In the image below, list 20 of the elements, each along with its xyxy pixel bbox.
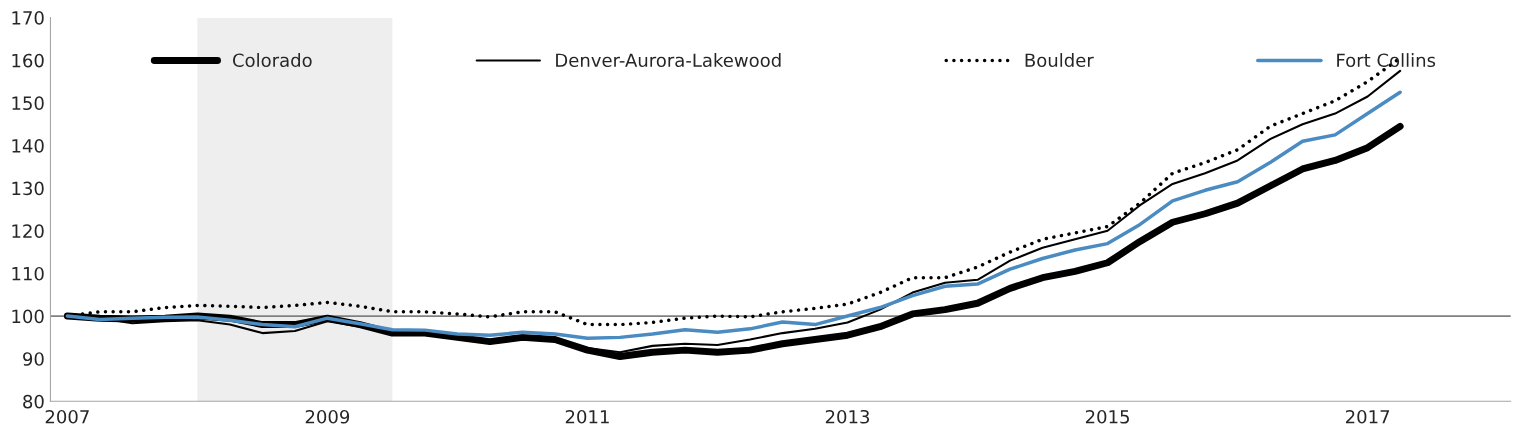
- x-tick-label: 2015: [1085, 409, 1129, 424]
- y-tick-label: 100: [12, 309, 44, 324]
- x-tick-label: 2009: [305, 409, 350, 424]
- legend-label: Boulder: [1025, 53, 1094, 68]
- y-tick-label: 140: [12, 138, 44, 153]
- y-tick-label: 80: [23, 394, 44, 409]
- legend-label: Denver-Aurora-Lakewood: [556, 53, 781, 68]
- x-tick-label: 2007: [45, 409, 89, 424]
- x-tick-label: 2017: [1345, 409, 1390, 424]
- y-tick-label: 150: [12, 96, 44, 111]
- y-tick-label: 160: [12, 53, 44, 68]
- y-tick-label: 170: [12, 11, 44, 25]
- y-tick-label: 120: [12, 224, 44, 238]
- y-tick-label: 90: [23, 352, 44, 366]
- y-tick-label: 110: [12, 266, 44, 281]
- legend-label: Fort Collins: [1337, 53, 1436, 68]
- legend-label: Colorado: [232, 53, 312, 68]
- x-tick-label: 2013: [825, 409, 870, 424]
- y-tick-label: 130: [12, 181, 44, 196]
- x-tick-label: 2011: [565, 409, 609, 424]
